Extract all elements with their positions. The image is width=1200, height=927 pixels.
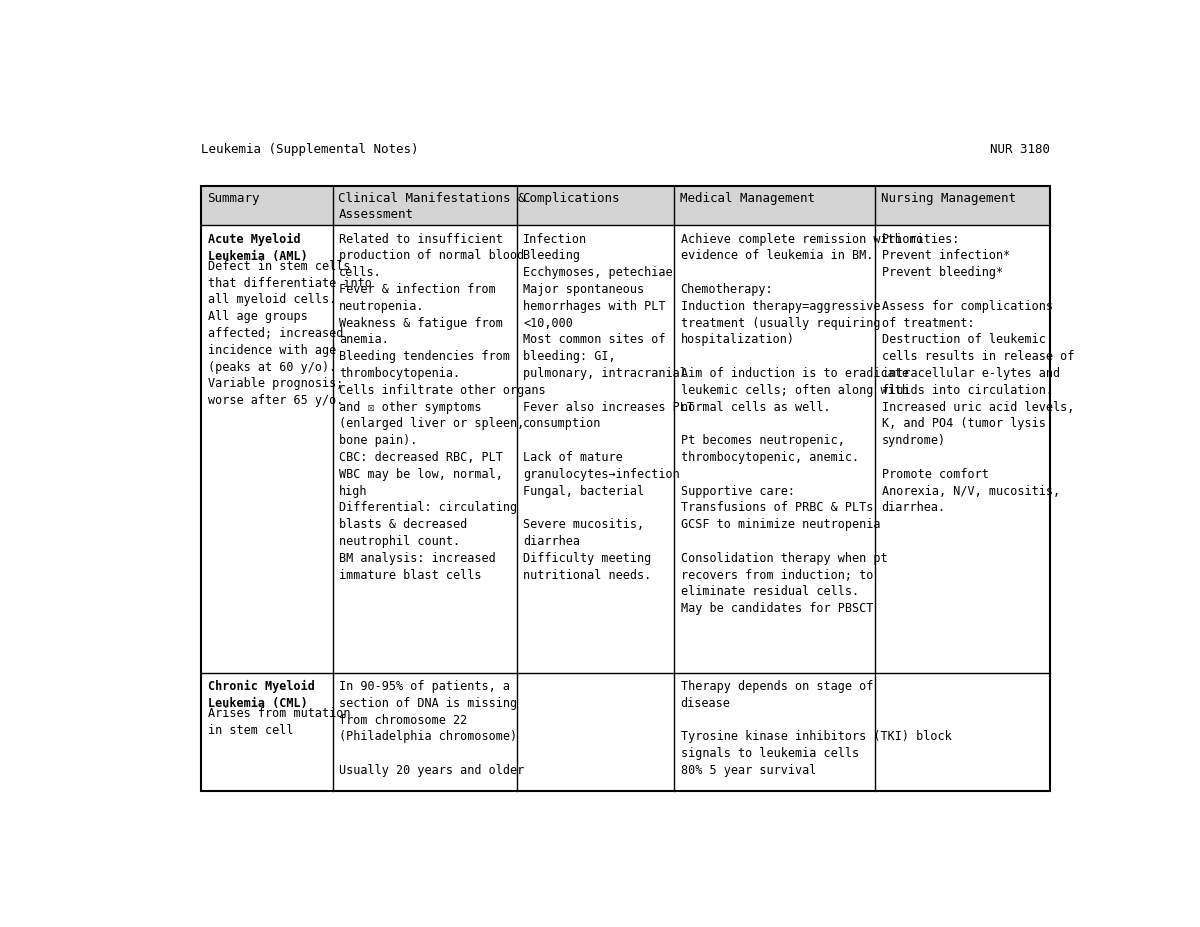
Bar bbox=[202, 186, 1050, 225]
Text: Infection
Bleeding
Ecchymoses, petechiae
Major spontaneous
hemorrhages with PLT
: Infection Bleeding Ecchymoses, petechiae… bbox=[523, 233, 694, 581]
Text: Acute Myeloid
Leukemia (AML): Acute Myeloid Leukemia (AML) bbox=[208, 233, 307, 262]
Text: Priorities:
Prevent infection*
Prevent bleeding*

Assess for complications
of tr: Priorities: Prevent infection* Prevent b… bbox=[882, 233, 1074, 514]
Bar bbox=[202, 186, 1050, 791]
Text: Related to insufficient
production of normal blood
cells.
Fever & infection from: Related to insufficient production of no… bbox=[340, 233, 546, 581]
Text: Defect in stem cells
that differentiate into
all myeloid cells.
All age groups
a: Defect in stem cells that differentiate … bbox=[208, 260, 372, 407]
Text: Therapy depends on stage of
disease

Tyrosine kinase inhibitors (TKI) block
sign: Therapy depends on stage of disease Tyro… bbox=[680, 680, 952, 777]
Text: Achieve complete remission with no
evidence of leukemia in BM.

Chemotherapy:
In: Achieve complete remission with no evide… bbox=[680, 233, 923, 616]
Text: Leukemia (Supplemental Notes): Leukemia (Supplemental Notes) bbox=[202, 144, 419, 157]
Text: Complications: Complications bbox=[522, 192, 619, 205]
Text: Arises from mutation
in stem cell: Arises from mutation in stem cell bbox=[208, 707, 350, 737]
Text: NUR 3180: NUR 3180 bbox=[990, 144, 1050, 157]
Bar bbox=[202, 225, 1050, 673]
Text: Nursing Management: Nursing Management bbox=[881, 192, 1016, 205]
Text: Chronic Myeloid
Leukemia (CML): Chronic Myeloid Leukemia (CML) bbox=[208, 680, 314, 710]
Bar bbox=[202, 673, 1050, 791]
Text: Medical Management: Medical Management bbox=[679, 192, 815, 205]
Text: Clinical Manifestations &
Assessment: Clinical Manifestations & Assessment bbox=[338, 192, 526, 222]
Text: In 90-95% of patients, a
section of DNA is missing
from chromosome 22
(Philadelp: In 90-95% of patients, a section of DNA … bbox=[340, 680, 524, 777]
Text: Summary: Summary bbox=[206, 192, 259, 205]
